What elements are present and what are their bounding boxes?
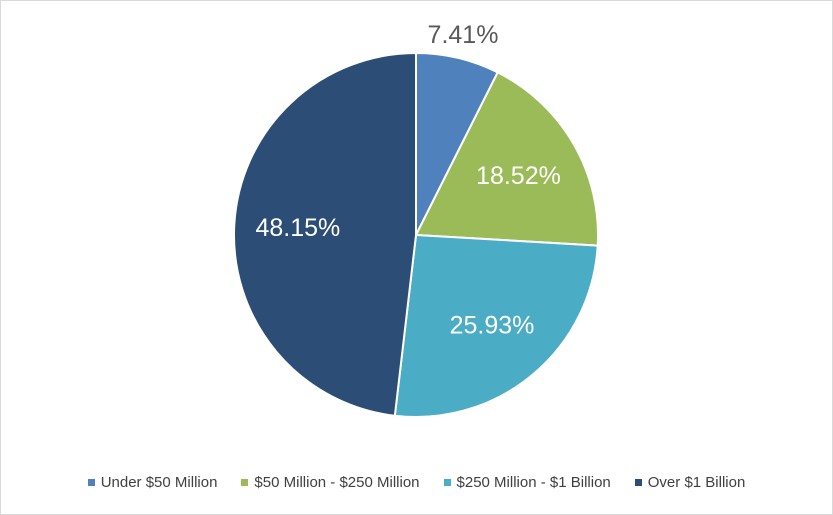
pie-slice-50-million-250-million <box>414 71 599 247</box>
legend-label: $50 Million - $250 Million <box>254 474 420 491</box>
legend-item-over-1b: Over $1 Billion <box>634 474 746 491</box>
pie-slice-250-million-1-billion <box>393 233 599 418</box>
legend-item-50m-250m: $50 Million - $250 Million <box>241 474 420 491</box>
legend-label: Over $1 Billion <box>647 474 746 491</box>
pie-slice-over-1-billion <box>233 51 417 417</box>
legend-swatch <box>634 479 642 486</box>
legend-item-250m-1b: $250 Million - $1 Billion <box>443 474 611 491</box>
legend-label: Under $50 Million <box>100 474 218 491</box>
legend-swatch <box>443 479 451 486</box>
legend-swatch <box>87 479 95 486</box>
legend: Under $50 Million $50 Million - $250 Mil… <box>1 474 832 491</box>
legend-label: $250 Million - $1 Billion <box>456 474 611 491</box>
pie-data-labels: 7.41% 18.52% 25.93% 48.15% <box>256 21 561 340</box>
data-label-250-million-1-billion: 25.93% <box>450 312 535 340</box>
legend-item-under-50m: Under $50 Million <box>87 474 218 491</box>
data-label-over-1-billion: 48.15% <box>256 214 341 242</box>
data-label-under-50-million: 7.41% <box>428 21 499 49</box>
legend-swatch <box>241 479 249 486</box>
pie-slices <box>233 51 599 418</box>
data-label-50-million-250-million: 18.52% <box>476 162 561 190</box>
pie-chart: 7.41% 18.52% 25.93% 48.15% <box>233 21 599 418</box>
